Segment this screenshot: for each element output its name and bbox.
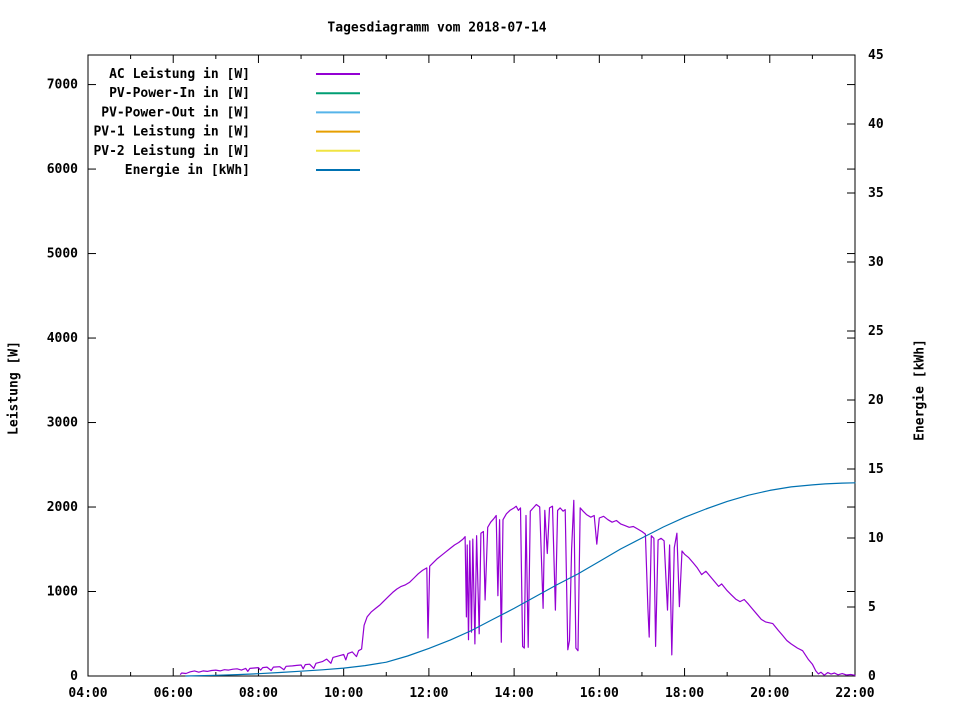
legend-item-pv-2-leistung-in-w: PV-2 Leistung in [W]: [93, 144, 360, 159]
svg-text:20: 20: [868, 393, 884, 408]
x-axis-ticks: 04:00 06:00 08:00 10:00 12:00 14:00 16:00 18:00…: [68, 55, 875, 701]
legend-item-ac-leistung-in-w: AC Leistung in [W]: [109, 67, 360, 82]
y-axis-label-left: Leistung [W]: [6, 341, 22, 435]
svg-text:PV-1 Leistung in [W]: PV-1 Leistung in [W]: [93, 125, 250, 140]
legend-item-pv-power-out-in-w: PV-Power-Out in [W]: [101, 105, 360, 120]
svg-text:40: 40: [868, 117, 884, 132]
svg-text:04:00: 04:00: [68, 686, 107, 701]
svg-text:16:00: 16:00: [580, 686, 619, 701]
series-ac-leistung-in-w: [179, 499, 856, 676]
legend-item-pv-1-leistung-in-w: PV-1 Leistung in [W]: [93, 125, 360, 140]
svg-text:20:00: 20:00: [750, 686, 789, 701]
y-axis-left-ticks: 0 1000 2000 3000 4000 5000 6000 7000: [47, 78, 855, 684]
svg-text:5: 5: [868, 600, 876, 615]
svg-text:1000: 1000: [47, 585, 78, 600]
y-axis-right-ticks: 0 5 10 15 20 25 30 35 40 45: [847, 48, 884, 684]
svg-text:PV-Power-In in [W]: PV-Power-In in [W]: [109, 86, 250, 101]
svg-text:35: 35: [868, 186, 884, 201]
svg-text:AC Leistung in [W]: AC Leistung in [W]: [109, 67, 250, 82]
svg-text:10: 10: [868, 531, 884, 546]
svg-text:12:00: 12:00: [409, 686, 448, 701]
svg-text:08:00: 08:00: [239, 686, 278, 701]
svg-text:4000: 4000: [47, 331, 78, 346]
chart-title: Tagesdiagramm vom 2018-07-14: [327, 20, 547, 36]
svg-text:0: 0: [70, 669, 78, 684]
legend-item-energie-in-kwh: Energie in [kWh]: [125, 163, 360, 178]
svg-text:30: 30: [868, 255, 884, 270]
legend-item-pv-power-in-in-w: PV-Power-In in [W]: [109, 86, 360, 101]
svg-text:7000: 7000: [47, 78, 78, 93]
svg-text:5000: 5000: [47, 247, 78, 262]
legend: AC Leistung in [W] PV-Power-In in [W] PV-P…: [93, 67, 360, 178]
svg-text:15: 15: [868, 462, 884, 477]
svg-text:45: 45: [868, 48, 884, 63]
series-energie-in-kwh: [185, 482, 856, 677]
svg-text:6000: 6000: [47, 162, 78, 177]
svg-text:Energie in [kWh]: Energie in [kWh]: [125, 163, 250, 178]
svg-text:06:00: 06:00: [154, 686, 193, 701]
svg-text:25: 25: [868, 324, 884, 339]
svg-text:22:00: 22:00: [835, 686, 874, 701]
svg-text:10:00: 10:00: [324, 686, 363, 701]
svg-text:14:00: 14:00: [495, 686, 534, 701]
svg-text:0: 0: [868, 669, 876, 684]
svg-text:3000: 3000: [47, 416, 78, 431]
svg-text:18:00: 18:00: [665, 686, 704, 701]
y-axis-label-right: Energie [kWh]: [912, 339, 928, 441]
svg-text:PV-Power-Out in [W]: PV-Power-Out in [W]: [101, 105, 250, 120]
svg-text:2000: 2000: [47, 500, 78, 515]
svg-text:PV-2 Leistung in [W]: PV-2 Leistung in [W]: [93, 144, 250, 159]
